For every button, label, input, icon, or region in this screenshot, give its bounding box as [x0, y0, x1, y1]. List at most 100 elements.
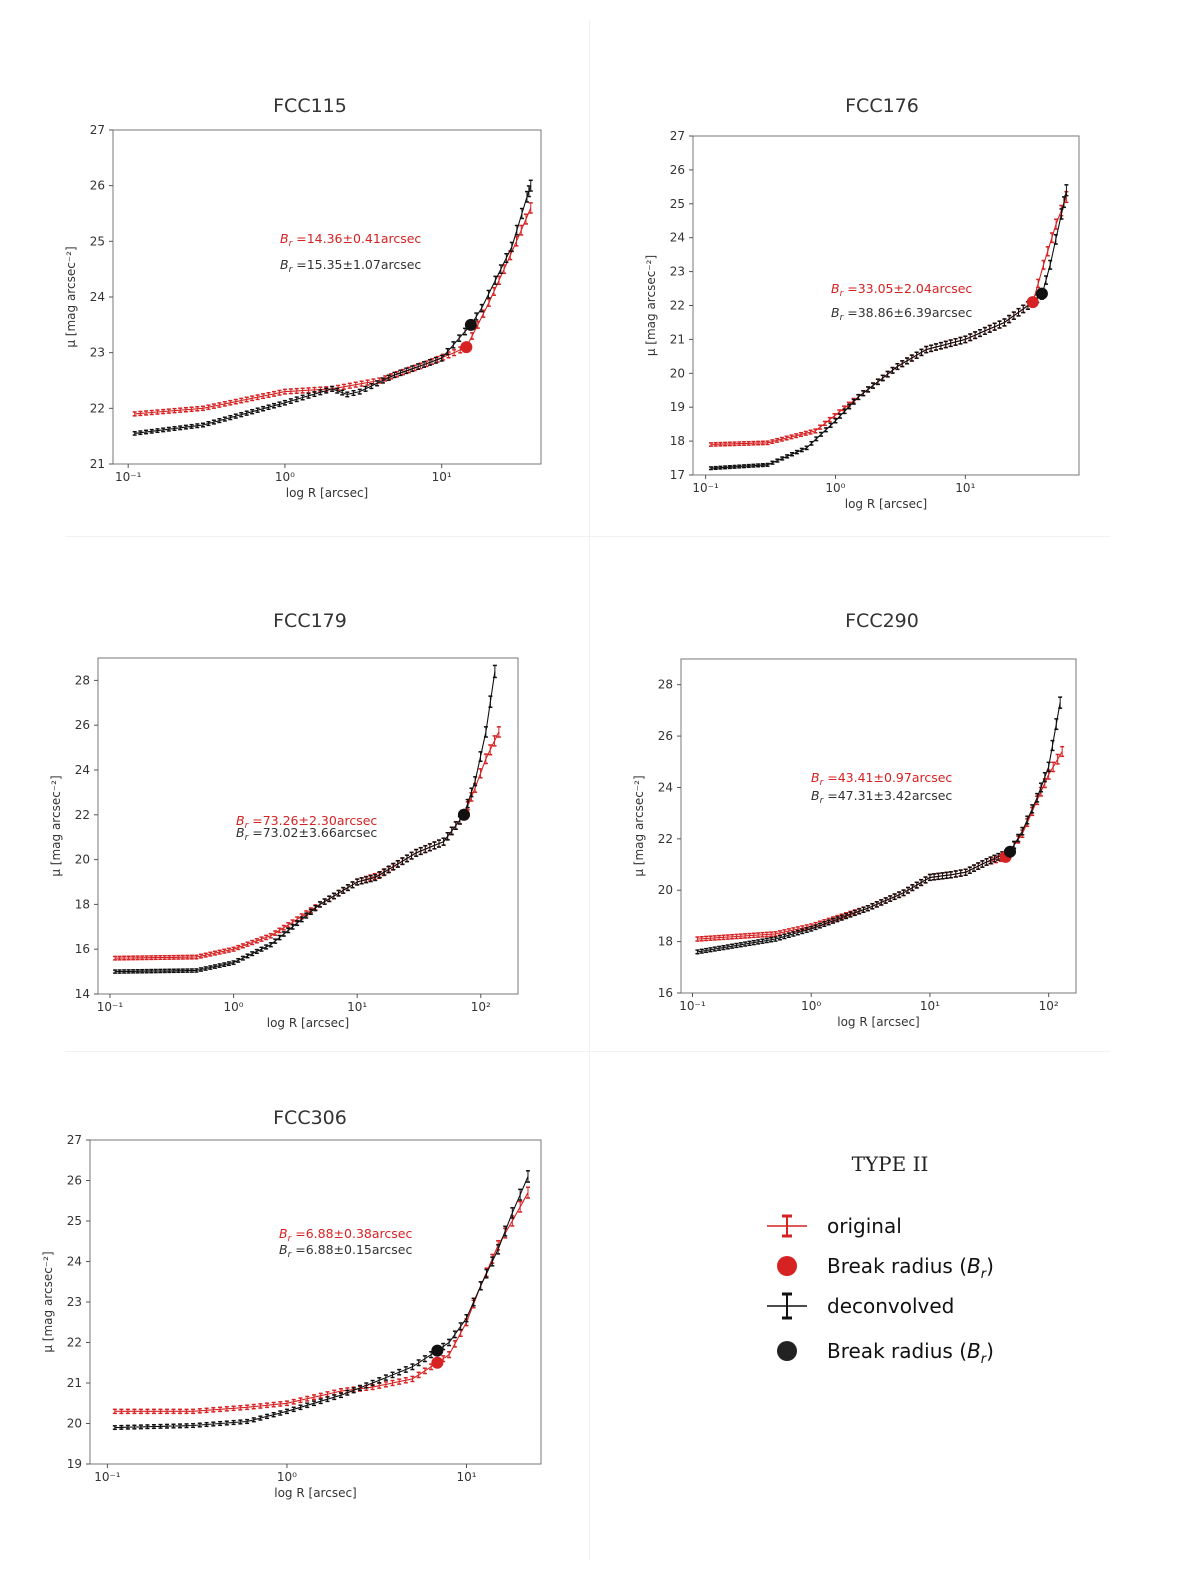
y-tick-label: 26	[67, 1174, 82, 1188]
panel-title: FCC179	[273, 610, 347, 632]
x-tick-label: 10⁻¹	[679, 999, 706, 1013]
legend: TYPE II original Break radius (Br) decon…	[740, 1140, 1040, 1380]
y-tick-label: 25	[670, 197, 685, 211]
y-tick-label: 25	[90, 234, 105, 248]
legend-item-original: original	[765, 1208, 1045, 1244]
legend-label-original: original	[827, 1214, 902, 1238]
break-point-original	[1026, 296, 1039, 309]
black-dot-icon	[777, 1341, 797, 1361]
panel-title: FCC176	[845, 95, 919, 117]
legend-item-deconvolved: deconvolved	[765, 1288, 1045, 1324]
break-point-deconvolved	[431, 1344, 444, 1357]
y-tick-label: 26	[75, 718, 90, 732]
y-tick-label: 14	[75, 987, 90, 1001]
x-tick-label: 10¹	[432, 470, 452, 484]
y-tick-label: 23	[67, 1295, 82, 1309]
y-tick-label: 18	[75, 897, 90, 911]
legend-item-break-original: Break radius (Br)	[765, 1248, 1045, 1284]
divider-horizontal-2	[65, 1051, 1110, 1052]
y-tick-label: 25	[67, 1214, 82, 1228]
break-point-deconvolved	[1004, 845, 1017, 858]
x-axis-label: log R [arcsec]	[845, 497, 927, 511]
red-dot-icon	[777, 1256, 797, 1276]
legend-label-deconvolved: deconvolved	[827, 1294, 955, 1318]
y-tick-label: 22	[75, 808, 90, 822]
y-tick-label: 22	[67, 1336, 82, 1350]
break-annotation-deconvolved: Br =38.86±6.39arcsec	[831, 305, 972, 323]
break-point-original	[460, 341, 473, 354]
x-tick-label: 10⁻¹	[692, 481, 719, 495]
divider-horizontal-1	[65, 536, 1110, 537]
y-tick-label: 27	[670, 129, 685, 143]
y-tick-label: 21	[90, 457, 105, 471]
x-tick-label: 10¹	[347, 1000, 367, 1014]
y-tick-label: 23	[90, 346, 105, 360]
x-axis-label: log R [arcsec]	[837, 1015, 919, 1029]
x-axis-label: log R [arcsec]	[274, 1486, 356, 1500]
break-annotation-deconvolved: Br =47.31±3.42arcsec	[811, 788, 952, 806]
y-tick-label: 28	[75, 673, 90, 687]
y-tick-label: 26	[90, 179, 105, 193]
y-axis-label: μ [mag arcsec⁻²]	[632, 775, 646, 876]
y-tick-label: 24	[90, 290, 105, 304]
x-tick-label: 10⁰	[277, 1470, 297, 1484]
break-annotation-original: Br =6.88±0.38arcsec	[279, 1226, 412, 1244]
y-tick-label: 16	[658, 986, 673, 1000]
x-tick-label: 10⁰	[825, 481, 845, 495]
break-annotation-original: Br =14.36±0.41arcsec	[280, 231, 421, 249]
x-tick-label: 10⁰	[224, 1000, 244, 1014]
break-annotation-deconvolved: Br =15.35±1.07arcsec	[280, 257, 421, 275]
y-tick-label: 24	[75, 763, 90, 777]
y-axis-label: μ [mag arcsec⁻²]	[49, 775, 63, 876]
y-tick-label: 22	[658, 832, 673, 846]
x-tick-label: 10⁰	[275, 470, 295, 484]
y-tick-label: 20	[75, 853, 90, 867]
y-tick-label: 20	[658, 883, 673, 897]
y-tick-label: 24	[67, 1255, 82, 1269]
x-tick-label: 10²	[471, 1000, 491, 1014]
y-tick-label: 26	[658, 729, 673, 743]
legend-label-break-original: Break radius (Br)	[827, 1254, 994, 1282]
break-point-deconvolved	[1035, 287, 1048, 300]
x-tick-label: 10⁻¹	[94, 1470, 121, 1484]
panel-title: FCC290	[845, 610, 919, 632]
y-tick-label: 22	[90, 401, 105, 415]
x-tick-label: 10¹	[920, 999, 940, 1013]
y-tick-label: 28	[658, 678, 673, 692]
y-tick-label: 16	[75, 942, 90, 956]
x-axis-label: log R [arcsec]	[286, 486, 368, 500]
break-annotation-deconvolved: Br =73.02±3.66arcsec	[236, 825, 377, 843]
plot-frame	[97, 657, 519, 995]
y-tick-label: 24	[670, 231, 685, 245]
y-tick-label: 23	[670, 265, 685, 279]
break-annotation-original: Br =33.05±2.04arcsec	[831, 281, 972, 299]
y-tick-label: 24	[658, 780, 673, 794]
y-tick-label: 27	[67, 1133, 82, 1147]
y-tick-label: 27	[90, 123, 105, 137]
series-line-original	[114, 1192, 529, 1412]
x-tick-label: 10¹	[955, 481, 975, 495]
x-tick-label: 10⁻¹	[115, 470, 142, 484]
y-tick-label: 20	[670, 366, 685, 380]
y-tick-label: 21	[67, 1376, 82, 1390]
y-tick-label: 17	[670, 468, 685, 482]
break-annotation-deconvolved: Br =6.88±0.15arcsec	[279, 1242, 412, 1260]
plot-frame	[680, 658, 1077, 994]
legend-label-break-deconvolved: Break radius (Br)	[827, 1339, 994, 1367]
break-annotation-original: Br =73.26±2.30arcsec	[236, 813, 377, 831]
break-point-original	[431, 1356, 444, 1369]
y-tick-label: 18	[670, 434, 685, 448]
x-tick-label: 10²	[1039, 999, 1059, 1013]
panel-title: FCC115	[273, 95, 347, 117]
y-axis-label: μ [mag arcsec⁻²]	[41, 1251, 55, 1352]
break-point-deconvolved	[464, 318, 477, 331]
divider-vertical	[589, 20, 590, 1560]
panel-title: FCC306	[273, 1107, 347, 1129]
y-tick-label: 26	[670, 163, 685, 177]
series-line-deconvolved	[114, 1176, 529, 1429]
